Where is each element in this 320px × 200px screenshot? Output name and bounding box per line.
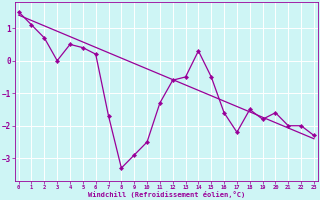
X-axis label: Windchill (Refroidissement éolien,°C): Windchill (Refroidissement éolien,°C) [88, 191, 245, 198]
